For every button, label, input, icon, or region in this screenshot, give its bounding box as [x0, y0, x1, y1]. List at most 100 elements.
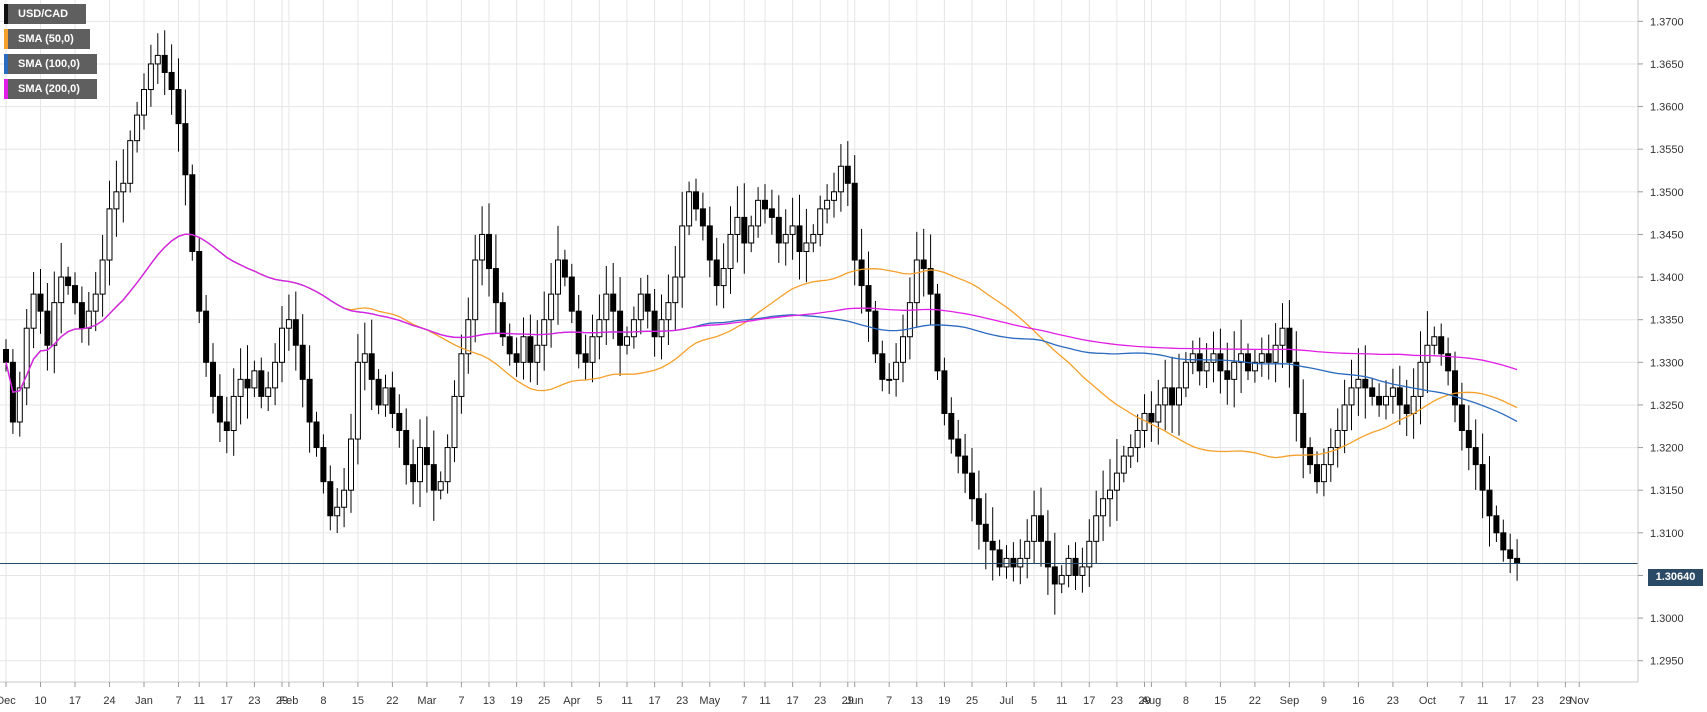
- candle: [796, 194, 803, 280]
- candle-body-down: [741, 216, 748, 244]
- candle: [734, 186, 741, 263]
- legend-sma100-label: SMA (100,0): [18, 58, 80, 70]
- candle-body-down: [306, 378, 313, 423]
- candle: [1107, 459, 1113, 527]
- candle-body-down: [948, 412, 955, 440]
- candle: [1472, 419, 1479, 490]
- x-tick-label: 11: [759, 695, 770, 707]
- candle: [1155, 379, 1162, 445]
- candle: [755, 187, 762, 238]
- candle: [720, 243, 727, 309]
- y-tick-label: 1.3300: [1650, 357, 1684, 369]
- candle-body-down: [396, 412, 403, 432]
- legend-sma100[interactable]: SMA (100,0): [4, 54, 97, 74]
- candle: [72, 272, 78, 315]
- legend-usdcad[interactable]: USD/CAD: [4, 4, 86, 24]
- candle: [479, 206, 486, 286]
- candle-body-down: [693, 191, 699, 210]
- candle: [782, 209, 789, 266]
- y-tick-label: 1.3350: [1650, 315, 1684, 327]
- candle: [127, 130, 134, 193]
- candle-body-down: [969, 472, 975, 500]
- candle: [1093, 490, 1100, 564]
- candle: [727, 206, 734, 294]
- candle: [141, 73, 147, 130]
- candle: [1320, 448, 1327, 497]
- price-axis: 1.29501.30001.30501.31001.31501.32001.32…: [1638, 16, 1684, 668]
- candle: [686, 181, 693, 236]
- candle-body-down: [292, 319, 299, 346]
- candle-body-up: [1320, 464, 1327, 483]
- candle-body-up: [1107, 489, 1113, 500]
- candle-body-down: [3, 349, 9, 363]
- y-tick-label: 1.3700: [1650, 16, 1684, 28]
- candle-body-down: [699, 208, 706, 227]
- candle-body-up: [341, 489, 348, 508]
- legend-sma50[interactable]: SMA (50,0): [4, 29, 90, 49]
- candle-body-down: [879, 353, 886, 380]
- candle-body-up: [106, 208, 113, 261]
- candle-body-down: [617, 310, 624, 346]
- candle-body-down: [299, 344, 306, 380]
- candle-body-up: [1189, 353, 1196, 363]
- candle-body-down: [189, 174, 196, 252]
- candle: [617, 277, 624, 376]
- candle: [1452, 351, 1458, 423]
- candle-body-up: [1176, 387, 1182, 406]
- candle-body-down: [403, 430, 410, 466]
- candle-body-down: [1514, 557, 1521, 565]
- candle: [168, 44, 175, 115]
- candle-body-up: [886, 378, 893, 381]
- candle-body-down: [78, 302, 85, 329]
- candle-body-up: [1120, 455, 1127, 474]
- candle: [210, 343, 216, 414]
- candle: [1348, 359, 1355, 431]
- candle: [706, 206, 713, 278]
- candle: [30, 271, 37, 349]
- candle: [1044, 510, 1051, 595]
- candle-body-up: [1113, 472, 1120, 491]
- candle: [1038, 487, 1044, 567]
- candle: [444, 434, 451, 494]
- current-price-tag: 1.30640: [1648, 569, 1703, 586]
- candle-body-up: [672, 276, 679, 304]
- candle-body-down: [975, 498, 982, 525]
- candle: [175, 58, 182, 152]
- candle: [1500, 519, 1507, 562]
- y-tick-label: 1.3450: [1650, 229, 1684, 241]
- x-tick-label: Jun: [846, 695, 864, 707]
- candle: [1389, 368, 1396, 414]
- candle-body-down: [389, 387, 396, 414]
- candle-body-up: [824, 199, 831, 210]
- candle: [693, 178, 699, 221]
- candle: [962, 433, 969, 494]
- candle: [886, 363, 893, 394]
- candle: [851, 155, 858, 286]
- candle-body-up: [1017, 557, 1024, 568]
- legend: USD/CAD SMA (50,0) SMA (100,0) SMA (200,…: [4, 4, 97, 104]
- candle-body-down: [513, 353, 520, 363]
- candle: [230, 368, 237, 456]
- legend-sma200[interactable]: SMA (200,0): [4, 79, 97, 99]
- x-tick-label: 16: [1352, 695, 1364, 707]
- candle-body-down: [872, 310, 879, 355]
- x-tick-label: 17: [221, 695, 233, 707]
- candle-body-down: [858, 259, 865, 287]
- candle: [320, 434, 327, 494]
- candle: [1148, 391, 1155, 442]
- candle-body-down: [1196, 353, 1203, 372]
- candle: [768, 189, 775, 235]
- candle-body-up: [382, 387, 389, 406]
- candle: [1162, 359, 1169, 431]
- candle-body-down: [865, 285, 872, 312]
- candle-body-down: [610, 293, 617, 312]
- x-tick-label: 17: [648, 695, 660, 707]
- y-tick-label: 1.3600: [1650, 102, 1684, 114]
- candle: [630, 306, 637, 349]
- candle: [499, 292, 506, 346]
- candle-body-up: [251, 370, 258, 389]
- candle: [803, 208, 810, 283]
- candle-body-up: [603, 293, 610, 321]
- candle-body-down: [1314, 464, 1320, 483]
